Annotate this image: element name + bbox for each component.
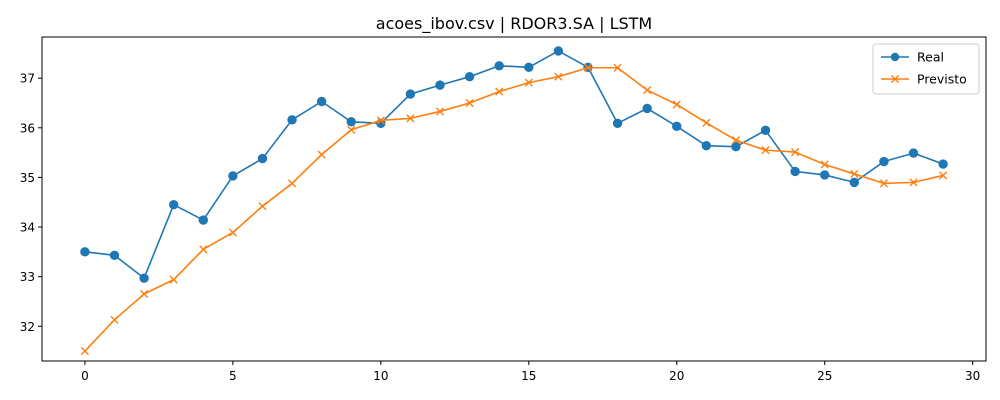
data-point-real [612, 118, 623, 129]
x-tick-label: 0 [81, 369, 89, 383]
y-tick-label: 37 [20, 72, 35, 86]
data-point-previsto [909, 178, 918, 187]
series-real [80, 46, 948, 283]
data-point-real [672, 121, 682, 132]
data-point-previsto [672, 100, 681, 109]
legend-label-previsto: Previsto [917, 72, 967, 87]
data-point-real [760, 125, 771, 135]
series-line-real [84, 50, 944, 279]
data-point-previsto [317, 150, 326, 159]
x-tick-label: 25 [817, 369, 832, 383]
y-tick-label: 33 [20, 270, 35, 284]
data-point-real [405, 89, 416, 99]
y-tick-label: 32 [20, 320, 35, 334]
y-axis: 32 33 34 35 36 37 [20, 72, 42, 334]
data-point-real [109, 250, 120, 261]
x-axis: 0 5 10 15 20 25 30 [81, 361, 980, 383]
data-point-previsto [524, 78, 533, 87]
legend: Real Previsto [872, 43, 980, 95]
data-point-real [731, 141, 741, 152]
data-point-real [168, 200, 179, 210]
x-tick-label: 20 [669, 369, 684, 383]
data-point-previsto [406, 114, 415, 123]
data-point-real [790, 166, 800, 177]
data-point-real [228, 171, 238, 181]
data-point-previsto [938, 171, 948, 180]
data-point-real [80, 247, 90, 257]
data-point-previsto [199, 245, 208, 254]
chart-title: acoes_ibov.csv | RDOR3.SA | LSTM [376, 14, 652, 34]
data-point-previsto [376, 116, 385, 125]
y-tick-label: 34 [20, 221, 35, 235]
series-previsto [80, 63, 948, 356]
data-point-real [316, 96, 327, 107]
x-tick-label: 30 [965, 369, 980, 383]
data-point-real [435, 80, 445, 90]
data-point-real [879, 156, 889, 167]
data-point-real [849, 177, 860, 188]
data-point-previsto [879, 179, 889, 188]
data-point-real [938, 159, 948, 169]
data-point-previsto [583, 63, 593, 72]
x-tick-label: 10 [373, 369, 388, 383]
legend-item-previsto: Previsto [881, 72, 967, 87]
data-point-previsto [850, 169, 859, 179]
data-point-previsto [139, 289, 149, 299]
data-point-real [494, 61, 504, 71]
x-tick-label: 5 [229, 369, 237, 383]
data-point-real [642, 103, 652, 114]
data-point-previsto [554, 72, 563, 81]
y-tick-label: 35 [20, 171, 35, 185]
data-point-previsto [791, 148, 800, 157]
legend-marker-previsto [890, 74, 900, 84]
data-point-real [257, 153, 268, 164]
data-point-previsto [258, 202, 267, 211]
legend-item-real: Real [881, 50, 944, 65]
data-point-previsto [613, 63, 622, 72]
data-point-previsto [228, 228, 237, 237]
data-point-previsto [169, 275, 178, 284]
data-point-previsto [80, 346, 90, 356]
plot-frame [41, 36, 987, 362]
data-point-previsto [495, 87, 504, 96]
data-point-previsto [731, 136, 741, 145]
series-layer [80, 46, 948, 356]
data-point-previsto [820, 160, 829, 169]
data-point-previsto [435, 107, 445, 116]
data-point-real [346, 117, 356, 127]
data-point-previsto [465, 98, 474, 108]
data-point-real [464, 71, 475, 82]
legend-marker-real [890, 52, 900, 62]
data-point-previsto [287, 179, 297, 188]
data-point-real [820, 170, 830, 180]
data-point-real [553, 46, 564, 56]
data-point-real [287, 115, 297, 125]
legend-label-real: Real [917, 50, 944, 65]
data-point-real [701, 140, 712, 151]
data-point-previsto [761, 146, 770, 155]
data-point-real [139, 273, 149, 283]
series-line-previsto [84, 66, 944, 352]
y-tick-label: 36 [20, 121, 35, 135]
data-point-previsto [643, 85, 652, 95]
data-point-real [198, 215, 208, 225]
data-point-previsto [702, 118, 711, 127]
data-point-real [908, 148, 919, 158]
data-point-previsto [347, 125, 356, 134]
data-point-real [524, 62, 534, 72]
plot-area [42, 37, 986, 361]
data-point-previsto [110, 315, 119, 324]
x-tick-label: 15 [521, 369, 536, 383]
